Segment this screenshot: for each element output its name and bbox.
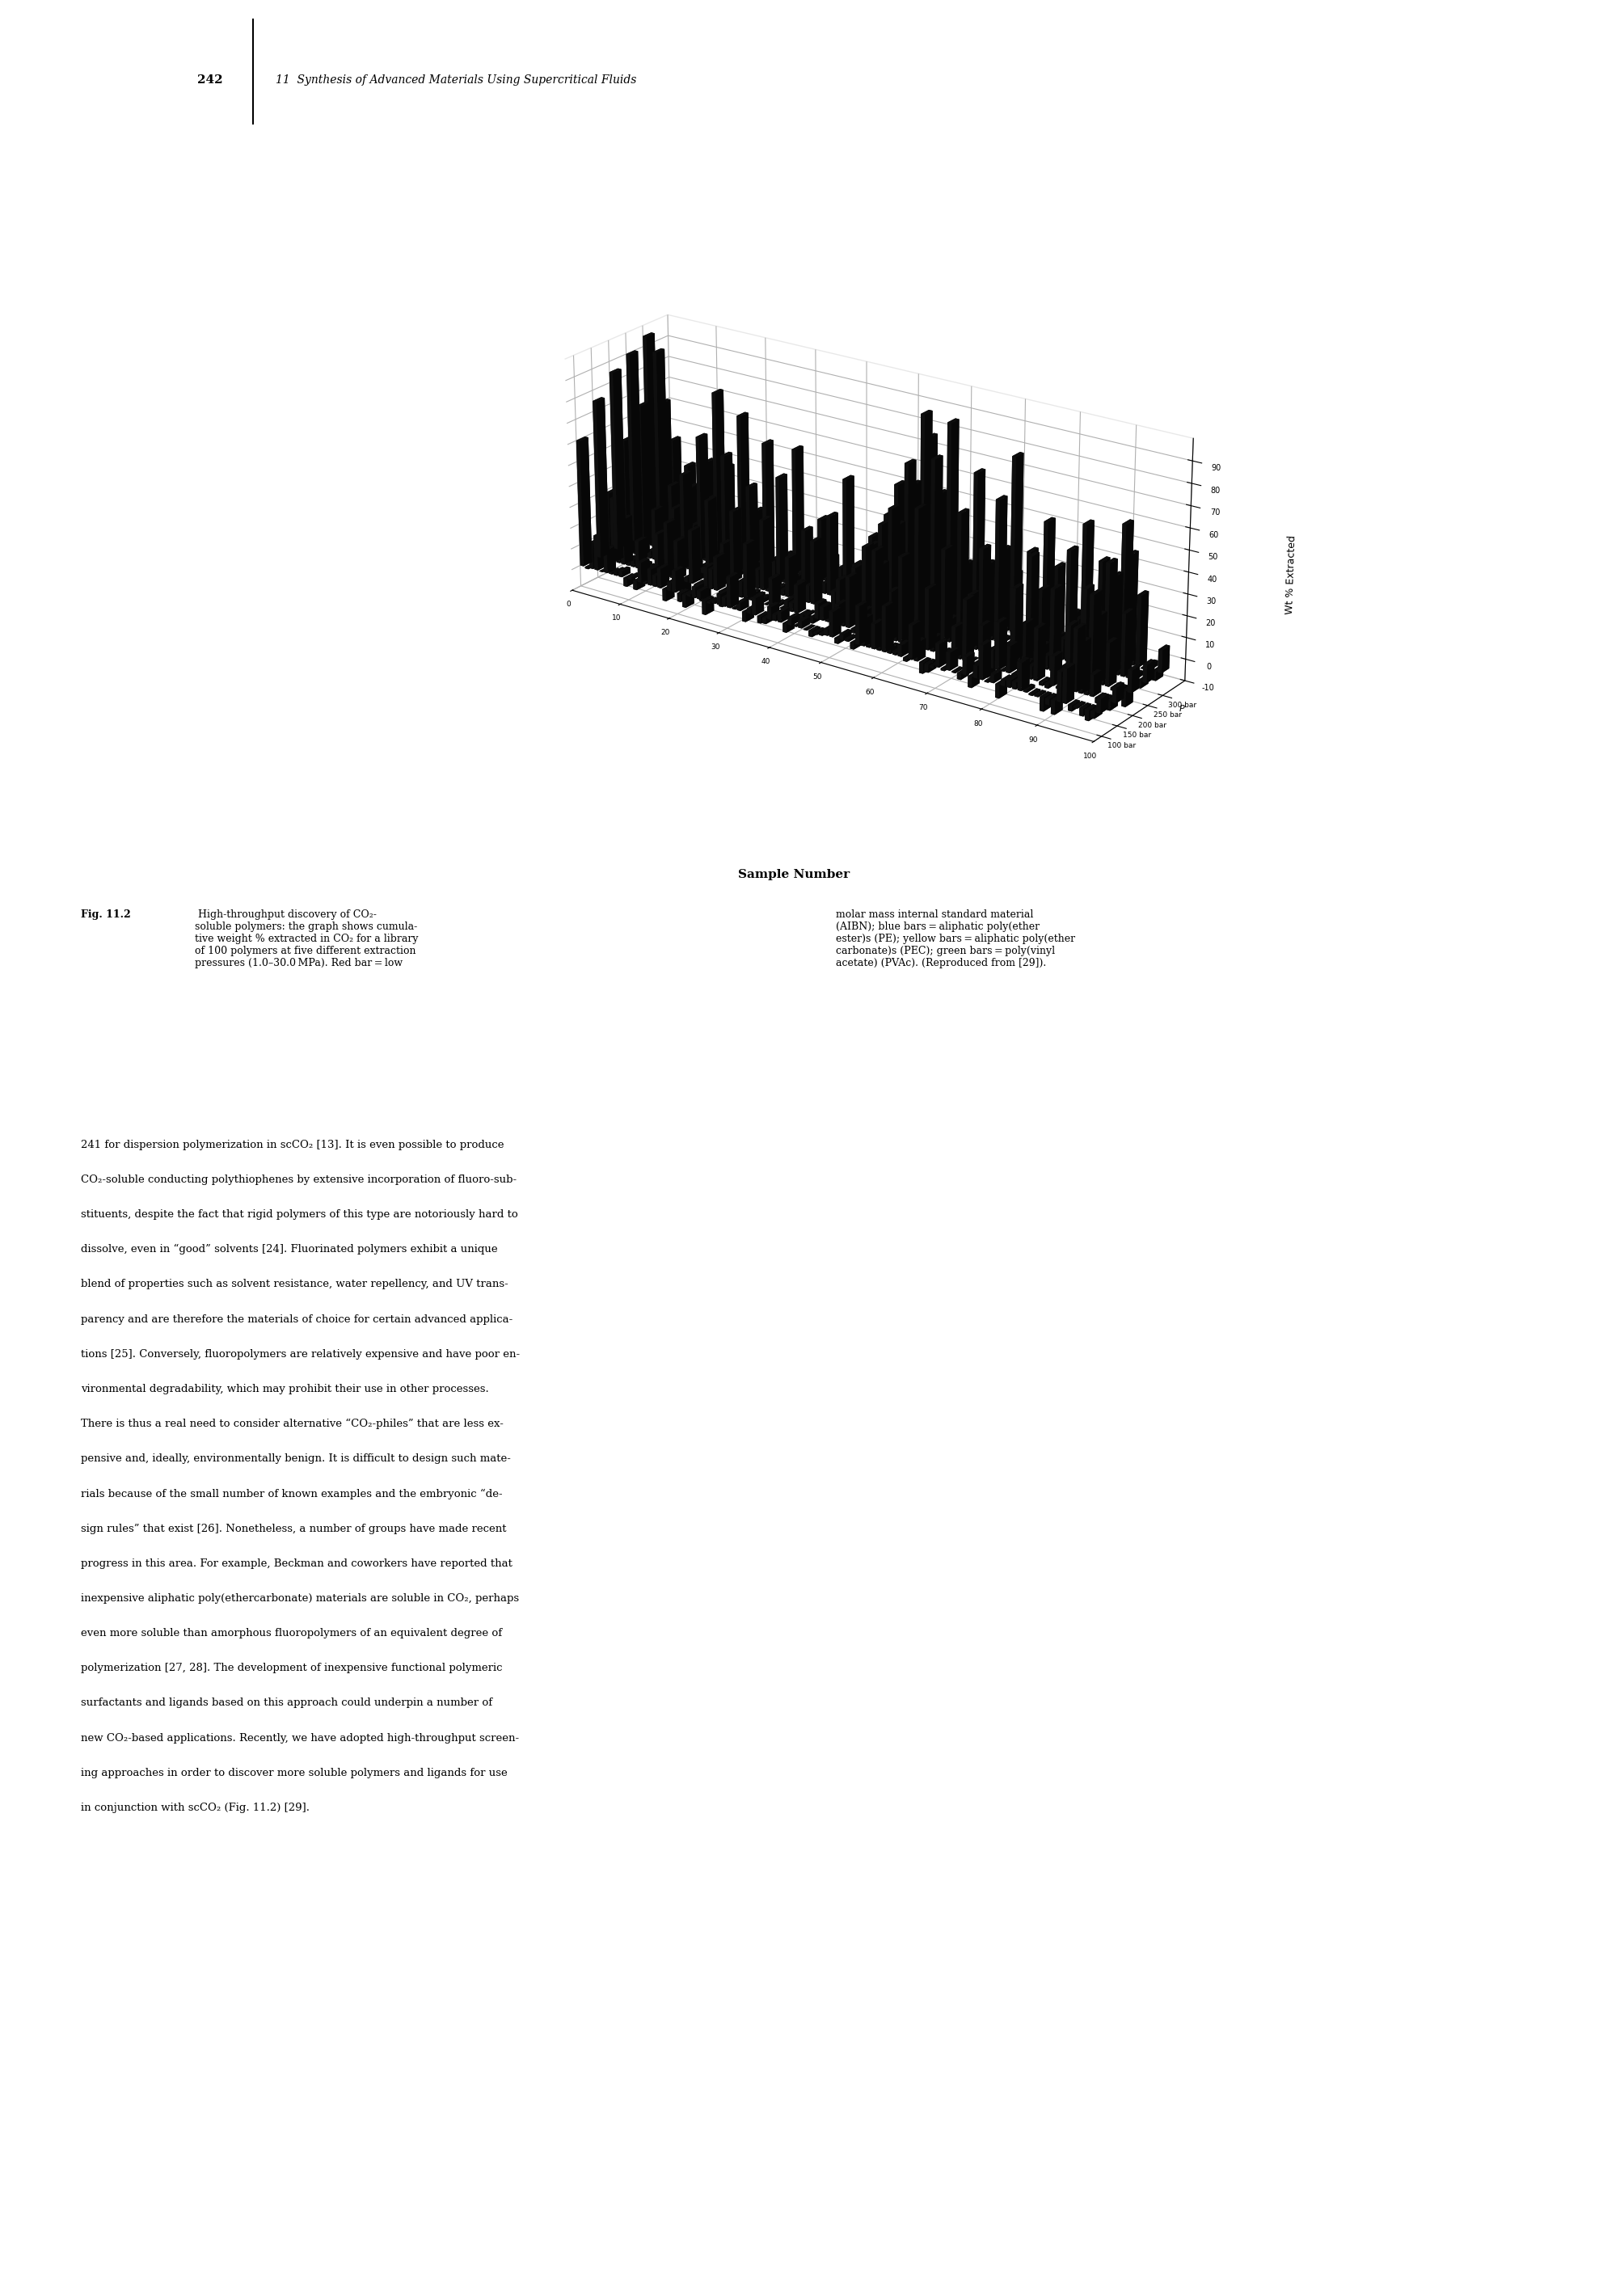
Text: Sample Number: Sample Number xyxy=(739,870,849,879)
Text: ing approaches in order to discover more soluble polymers and ligands for use: ing approaches in order to discover more… xyxy=(81,1768,508,1777)
Text: There is thus a real need to consider alternative “CO₂-philes” that are less ex-: There is thus a real need to consider al… xyxy=(81,1420,503,1429)
Text: polymerization [27, 28]. The development of inexpensive functional polymeric: polymerization [27, 28]. The development… xyxy=(81,1663,503,1674)
Text: Fig. 11.2: Fig. 11.2 xyxy=(81,909,132,921)
Text: progress in this area. For example, Beckman and coworkers have reported that: progress in this area. For example, Beck… xyxy=(81,1557,513,1569)
Text: dissolve, even in “good” solvents [24]. Fluorinated polymers exhibit a unique: dissolve, even in “good” solvents [24]. … xyxy=(81,1243,499,1255)
Text: 242: 242 xyxy=(198,76,222,85)
Text: even more soluble than amorphous fluoropolymers of an equivalent degree of: even more soluble than amorphous fluorop… xyxy=(81,1628,502,1640)
Text: surfactants and ligands based on this approach could underpin a number of: surfactants and ligands based on this ap… xyxy=(81,1697,492,1708)
Text: 11  Synthesis of Advanced Materials Using Supercritical Fluids: 11 Synthesis of Advanced Materials Using… xyxy=(276,76,637,85)
Text: tions [25]. Conversely, fluoropolymers are relatively expensive and have poor en: tions [25]. Conversely, fluoropolymers a… xyxy=(81,1349,520,1360)
Text: inexpensive aliphatic poly(ethercarbonate) materials are soluble in CO₂, perhaps: inexpensive aliphatic poly(ethercarbonat… xyxy=(81,1594,520,1603)
Text: vironmental degradability, which may prohibit their use in other processes.: vironmental degradability, which may pro… xyxy=(81,1383,489,1395)
Text: blend of properties such as solvent resistance, water repellency, and UV trans-: blend of properties such as solvent resi… xyxy=(81,1280,508,1289)
Text: pensive and, ideally, environmentally benign. It is difficult to design such mat: pensive and, ideally, environmentally be… xyxy=(81,1454,512,1463)
Text: stituents, despite the fact that rigid polymers of this type are notoriously har: stituents, despite the fact that rigid p… xyxy=(81,1209,518,1221)
Text: CO₂-soluble conducting polythiophenes by extensive incorporation of fluoro-sub-: CO₂-soluble conducting polythiophenes by… xyxy=(81,1175,516,1184)
Text: new CO₂-based applications. Recently, we have adopted high-throughput screen-: new CO₂-based applications. Recently, we… xyxy=(81,1734,520,1743)
Text: 241 for dispersion polymerization in scCO₂ [13]. It is even possible to produce: 241 for dispersion polymerization in scC… xyxy=(81,1140,505,1150)
Text: sign rules” that exist [26]. Nonetheless, a number of groups have made recent: sign rules” that exist [26]. Nonetheless… xyxy=(81,1523,507,1534)
Text: parency and are therefore the materials of choice for certain advanced applica-: parency and are therefore the materials … xyxy=(81,1314,513,1324)
Text: in conjunction with scCO₂ (Fig. 11.2) [29].: in conjunction with scCO₂ (Fig. 11.2) [2… xyxy=(81,1802,310,1814)
Text: molar mass internal standard material
(AIBN); blue bars = aliphatic poly(ether
e: molar mass internal standard material (A… xyxy=(836,909,1075,969)
Text: rials because of the small number of known examples and the embryonic “de-: rials because of the small number of kno… xyxy=(81,1488,503,1500)
Text: High-throughput discovery of CO₂-
soluble polymers: the graph shows cumula-
tive: High-throughput discovery of CO₂- solubl… xyxy=(195,909,419,969)
